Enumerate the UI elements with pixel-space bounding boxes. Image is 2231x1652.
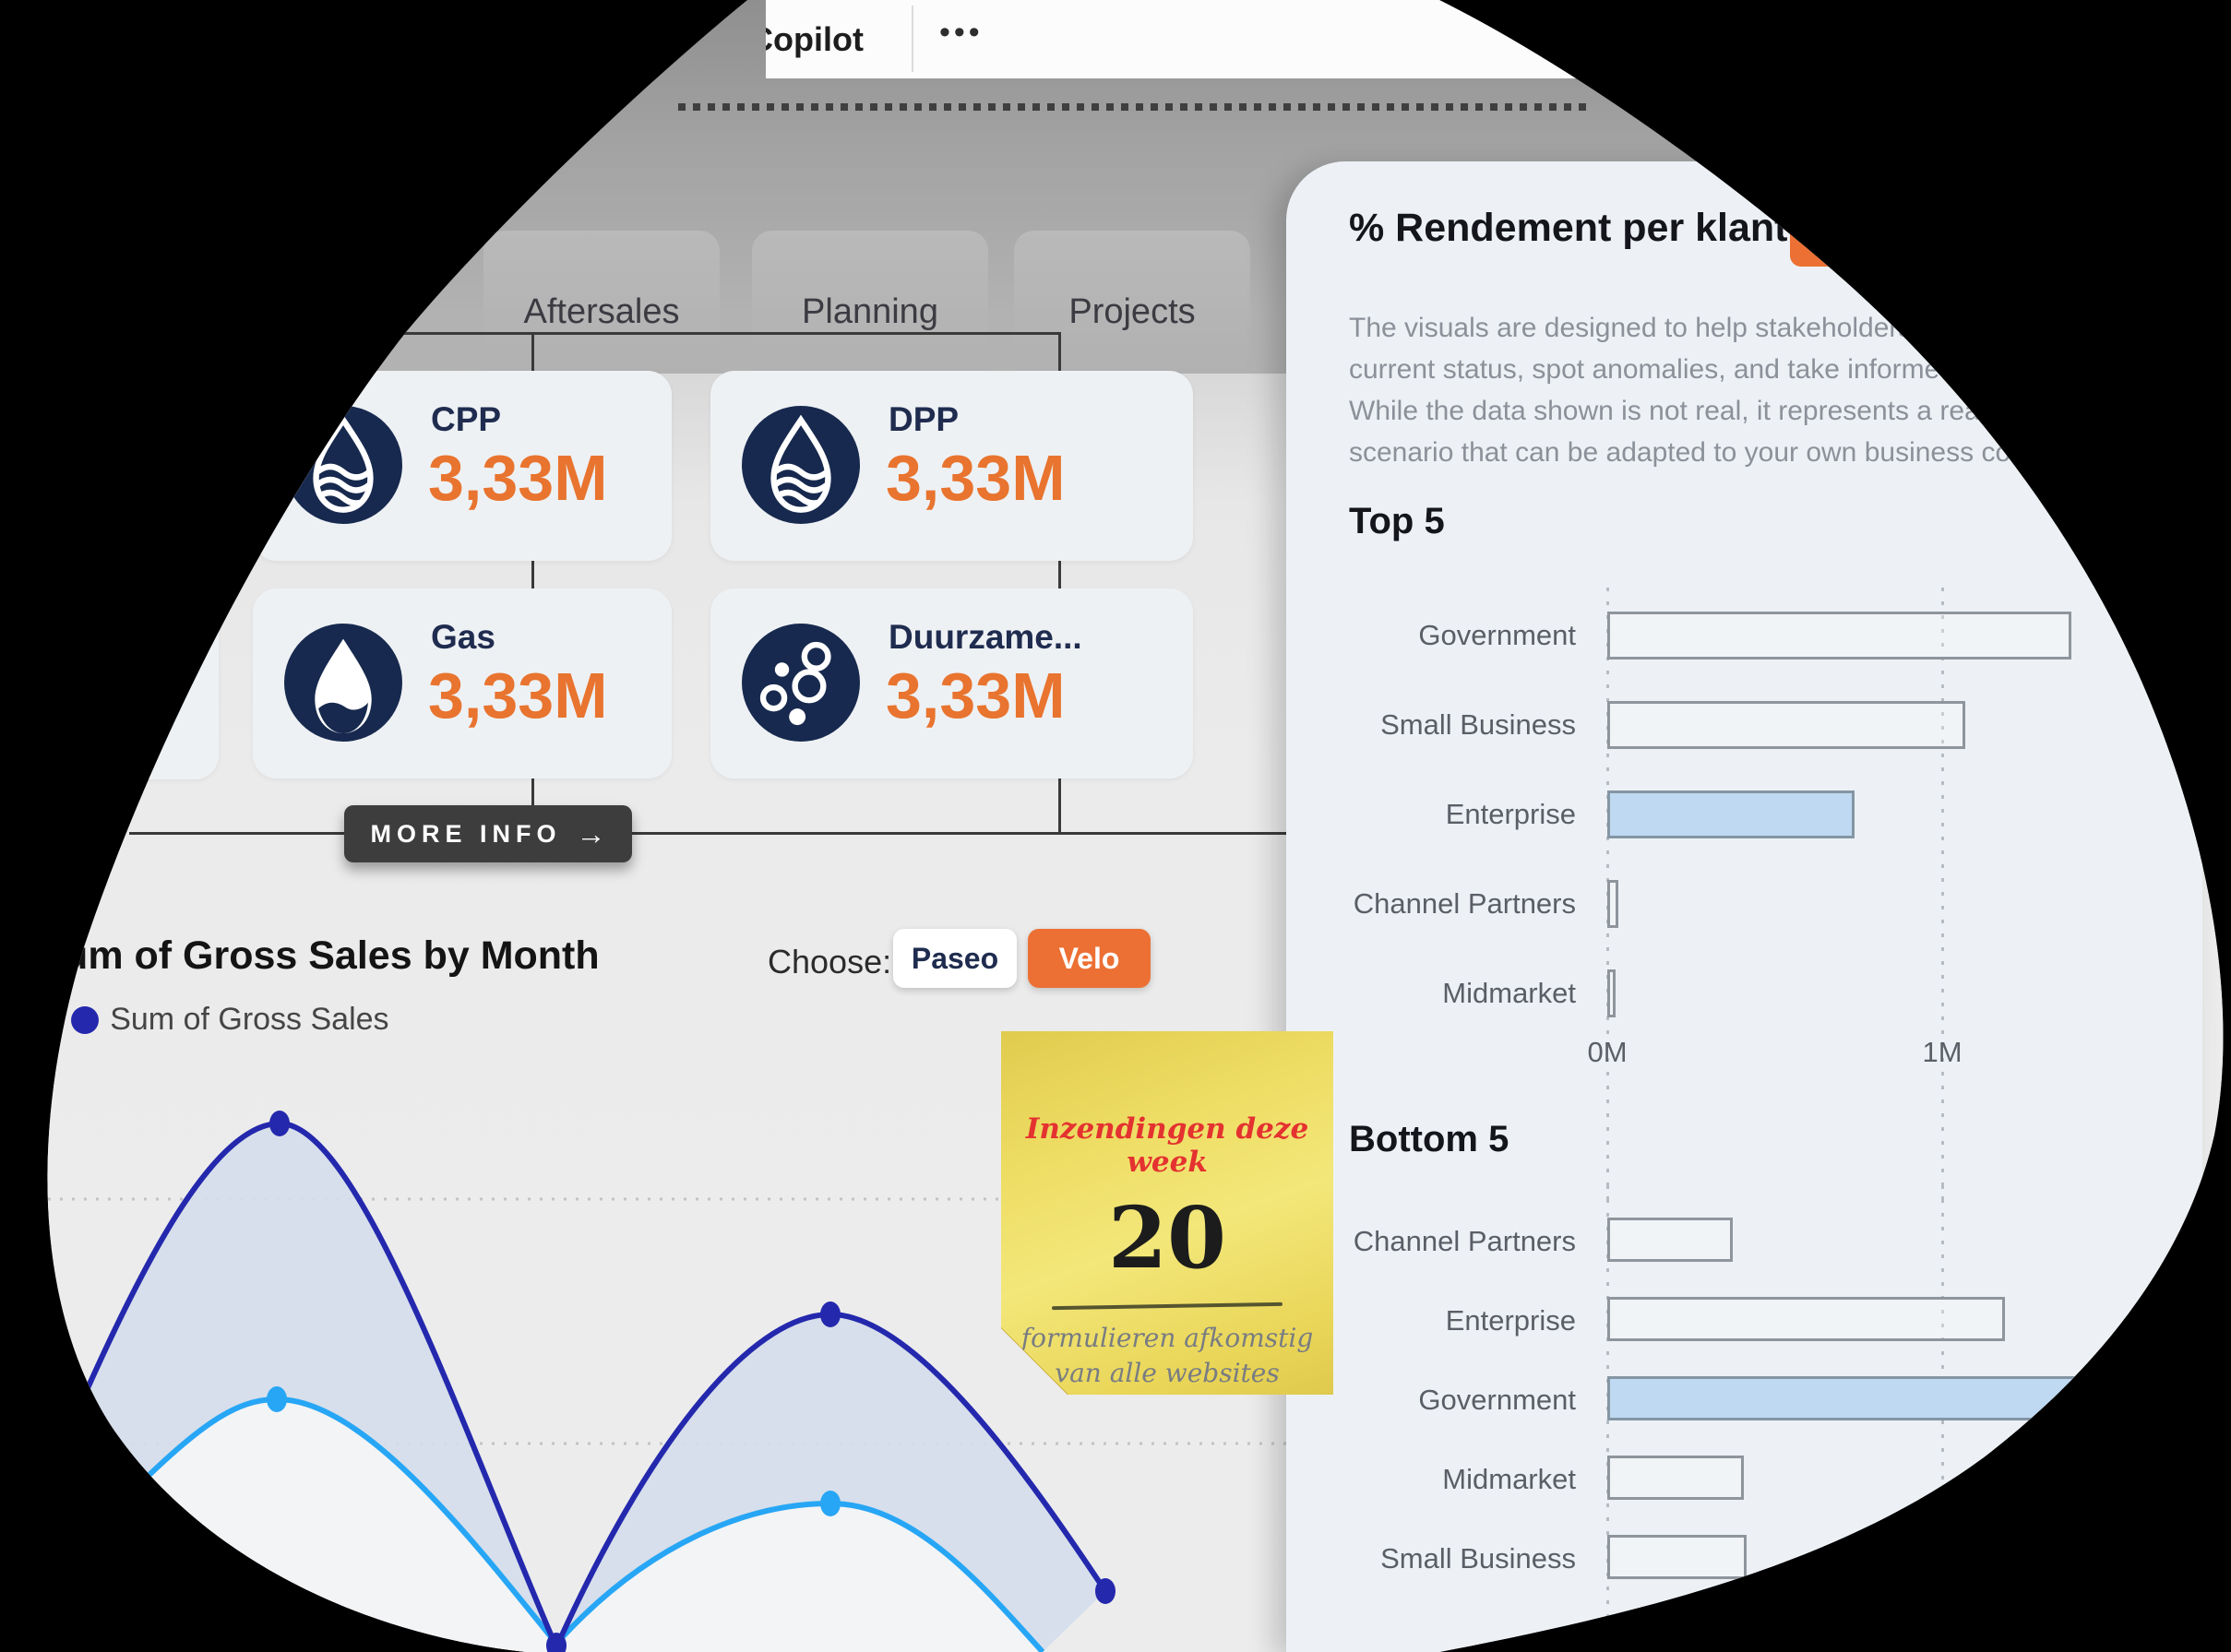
top5-heading: Top 5 (1349, 501, 1445, 541)
more-menu-icon[interactable]: ••• (939, 15, 984, 50)
slicer-label: Velo (1058, 941, 1120, 975)
app-label: Copilot (772, 20, 864, 58)
data-point[interactable] (267, 1386, 287, 1412)
bar-label-enterprise: Enterprise (1445, 1304, 1576, 1337)
bar-label-channel-partners: Channel Partners (1353, 1225, 1576, 1257)
bar-midmarket[interactable] (1607, 969, 1616, 1017)
bubbles-icon (742, 624, 860, 742)
connector-line (129, 832, 1286, 835)
more-info-button[interactable]: MORE INFO → (344, 805, 632, 862)
bar-small-business[interactable] (1607, 701, 1965, 749)
data-point[interactable] (269, 1111, 290, 1136)
kpi-value: 3,33M (428, 442, 608, 514)
data-point[interactable] (546, 1633, 567, 1652)
data-point[interactable] (820, 1301, 841, 1327)
tab-label: Projects (1068, 292, 1196, 331)
top-bar: Copilot ••• (766, 0, 1596, 78)
line-chart-title: Sum of Sales and Sum of Gross Sales by M… (2, 933, 600, 978)
sticky-caption: formulieren afkomstig (1020, 1323, 1314, 1353)
choose-label: Choose: (768, 943, 892, 981)
bar-label-channel-partners: Channel Partners (1353, 887, 1576, 920)
panel-action-tab[interactable] (1790, 215, 1993, 267)
panel-title: % Rendement per klant (1349, 206, 1788, 250)
kpi-card-gas[interactable]: Gas 3,33M (253, 588, 672, 778)
data-point[interactable] (820, 1491, 841, 1516)
tab-label: Aftersales (523, 292, 680, 331)
data-point[interactable] (1095, 1578, 1116, 1604)
description-line: scenario that can be adapted to your own… (1349, 437, 2079, 468)
legend-dot-navy (71, 1006, 99, 1034)
sticky-caption: van alle websites (1055, 1358, 1280, 1388)
line-chart-legend: Sum of Sales Sum of Gross Sales (0, 1002, 415, 1038)
tab-planning[interactable]: Planning (752, 231, 988, 374)
bar-channel-partners[interactable] (1607, 1218, 1733, 1262)
description-line: current status, spot anomalies, and take… (1349, 354, 2058, 385)
gridline-1m (1941, 588, 1944, 1204)
bar-channel-partners[interactable] (1607, 880, 1618, 928)
axis-label-1m: 1M (1922, 1036, 1963, 1068)
connector-line (1058, 332, 1061, 373)
legend-label: Sum of Sales (5, 1002, 46, 1037)
water-drop-icon (742, 406, 860, 524)
kpi-card-partial (0, 450, 219, 779)
kpi-label: DPP (889, 400, 960, 438)
kpi-label: Duurzame... (889, 618, 1082, 656)
toolbar-divider (912, 6, 913, 72)
bar-label-enterprise: Enterprise (1445, 798, 1576, 830)
sticky-value: 20 (1107, 1188, 1227, 1288)
bar-enterprise[interactable] (1607, 1297, 2005, 1341)
description-line: The visuals are designed to help stakeho… (1349, 313, 2099, 343)
flame-icon (284, 624, 402, 742)
bar-enterprise[interactable] (1607, 790, 1855, 838)
slicer-label: Paseo (911, 941, 999, 975)
bar-label-midmarket: Midmarket (1442, 1463, 1576, 1495)
paseo-button[interactable]: Paseo (893, 929, 1017, 988)
bar-label-midmarket: Midmarket (1442, 977, 1576, 1009)
kpi-value: 3,33M (886, 660, 1066, 731)
kpi-value: 3,33M (428, 660, 608, 731)
connector-line (166, 332, 1059, 335)
bar-label-government: Government (1418, 1384, 1576, 1416)
sticky-heading: Inzendingen deze week (1025, 1112, 1309, 1179)
sticky-note: Inzendingen deze week 20 formulieren afk… (1001, 1031, 1333, 1395)
tab-label: Planning (802, 292, 938, 331)
bar-government[interactable] (1607, 612, 2071, 660)
water-drop-icon (284, 406, 402, 524)
bar-label-small-business: Small Business (1380, 708, 1576, 741)
velo-button[interactable]: Velo (1028, 929, 1151, 988)
description-line: While the data shown is not real, it rep… (1349, 396, 2034, 426)
bar-small-business[interactable] (1607, 1535, 1747, 1579)
more-info-label: MORE INFO (370, 819, 562, 848)
kpi-card-cpp[interactable]: CPP 3,33M (253, 371, 672, 561)
bottom5-heading: Bottom 5 (1349, 1119, 1509, 1159)
bar-midmarket[interactable] (1607, 1456, 1744, 1500)
rendement-panel: % Rendement per klant The visuals are de… (1286, 161, 2202, 1652)
connector-line (531, 332, 534, 373)
kpi-card-duurzame[interactable]: Duurzame... 3,33M (710, 588, 1193, 778)
sticky-divider (1052, 1302, 1283, 1310)
legend-label: Sum of Gross Sales (110, 1002, 389, 1037)
dotted-separator (678, 103, 1592, 111)
connector-line (1058, 561, 1061, 590)
kpi-value: 3,33M (886, 442, 1066, 514)
connector-line (531, 561, 534, 590)
legend-item-gross-sales: Sum of Gross Sales (71, 1002, 388, 1038)
bar-label-small-business: Small Business (1380, 1542, 1576, 1575)
bar-government[interactable] (1607, 1376, 2141, 1420)
tab-aftersales[interactable]: Aftersales (483, 231, 720, 374)
bar-label-government: Government (1418, 619, 1576, 651)
kpi-label: CPP (431, 400, 502, 438)
tab-projects[interactable]: Projects (1014, 231, 1250, 374)
axis-label-0m: 0M (1587, 1036, 1628, 1068)
between-series-area (88, 1123, 1105, 1652)
connector-line (1058, 778, 1061, 834)
kpi-card-dpp[interactable]: DPP 3,33M (710, 371, 1193, 561)
legend-item-sales: Sum of Sales (0, 1002, 45, 1038)
panel-description: The visuals are designed to help stakeho… (1349, 307, 2179, 473)
kpi-label: Gas (431, 618, 495, 656)
arrow-right-icon: → (576, 816, 606, 850)
